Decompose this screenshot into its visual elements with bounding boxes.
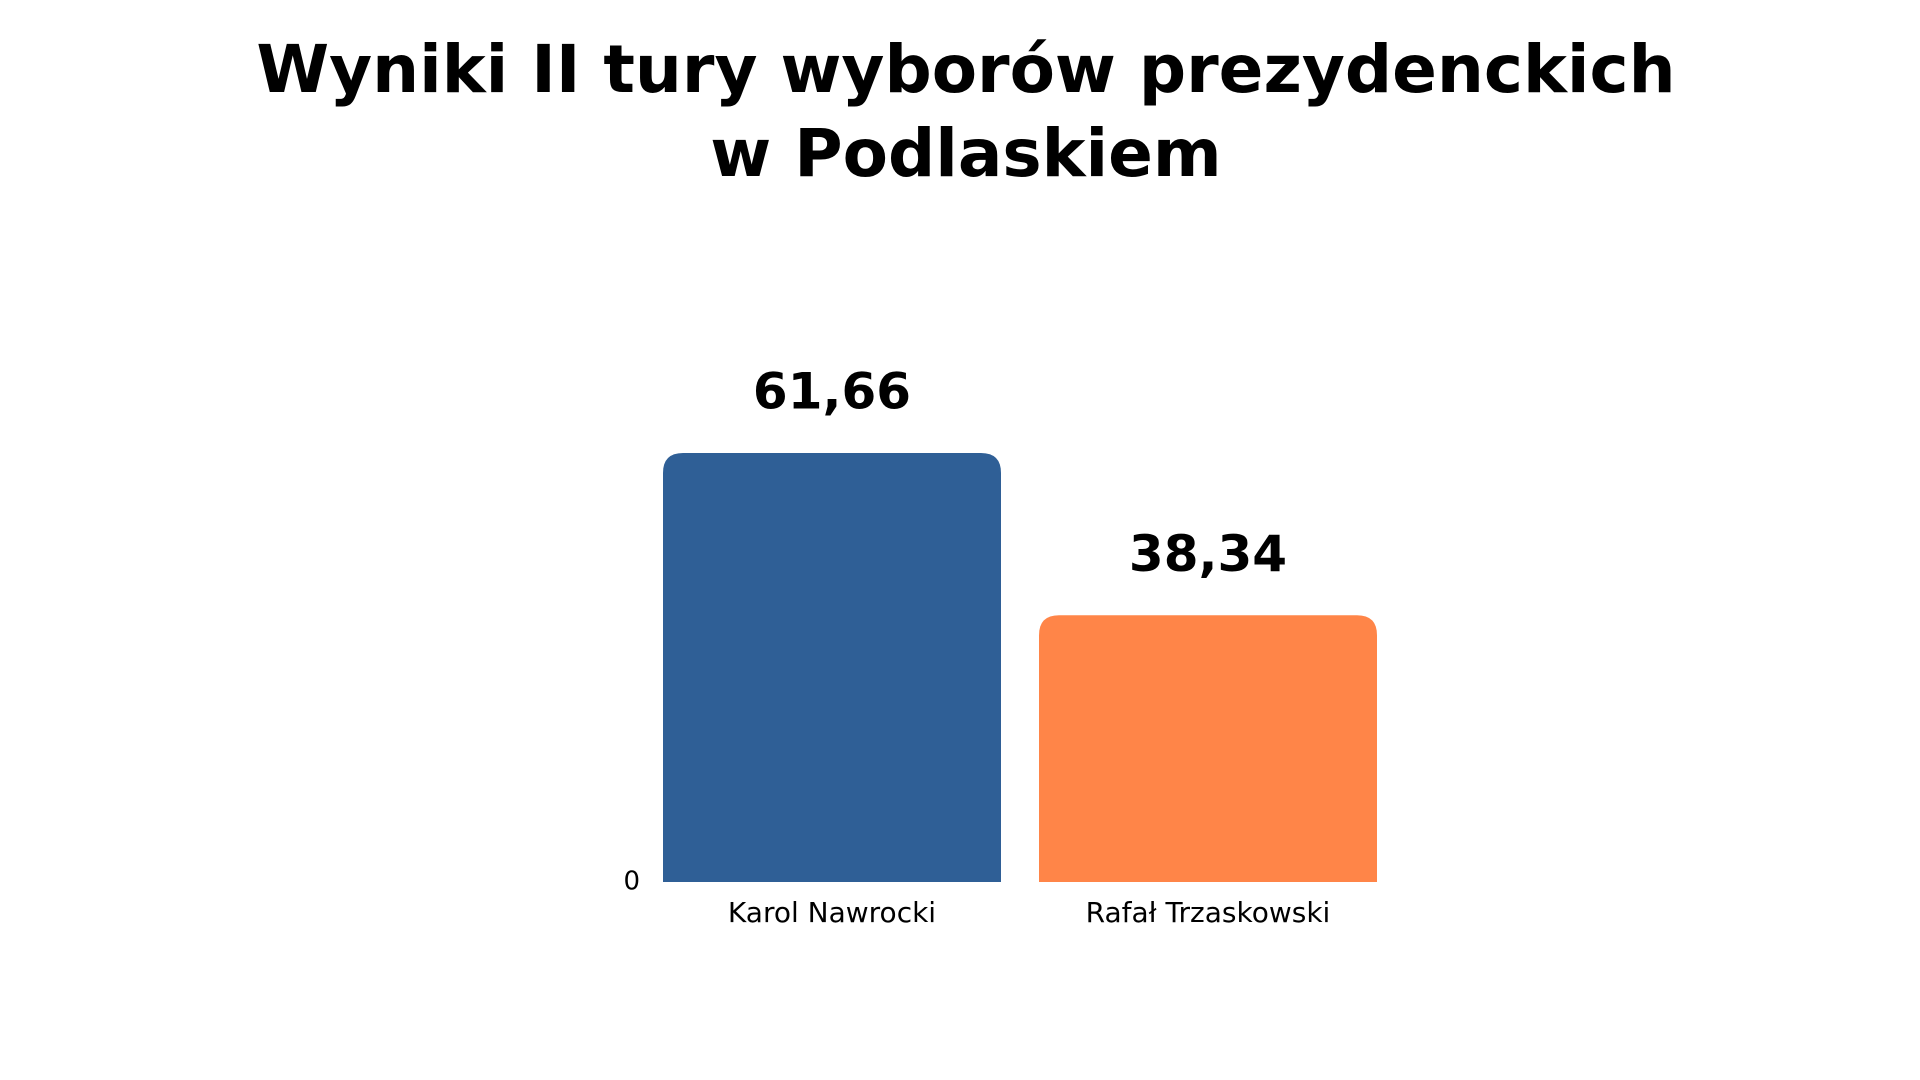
chart-title: w Podlaskiem xyxy=(710,115,1221,192)
value-label: 38,34 xyxy=(1129,525,1287,583)
chart-title: Wyniki II tury wyborów prezydenckich xyxy=(256,31,1675,108)
x-tick-label: Rafał Trzaskowski xyxy=(1086,896,1331,929)
bar xyxy=(663,453,1001,882)
value-label: 61,66 xyxy=(753,363,911,421)
bar xyxy=(1039,615,1377,882)
y-tick-label: 0 xyxy=(623,867,640,897)
x-tick-label: Karol Nawrocki xyxy=(728,896,936,929)
